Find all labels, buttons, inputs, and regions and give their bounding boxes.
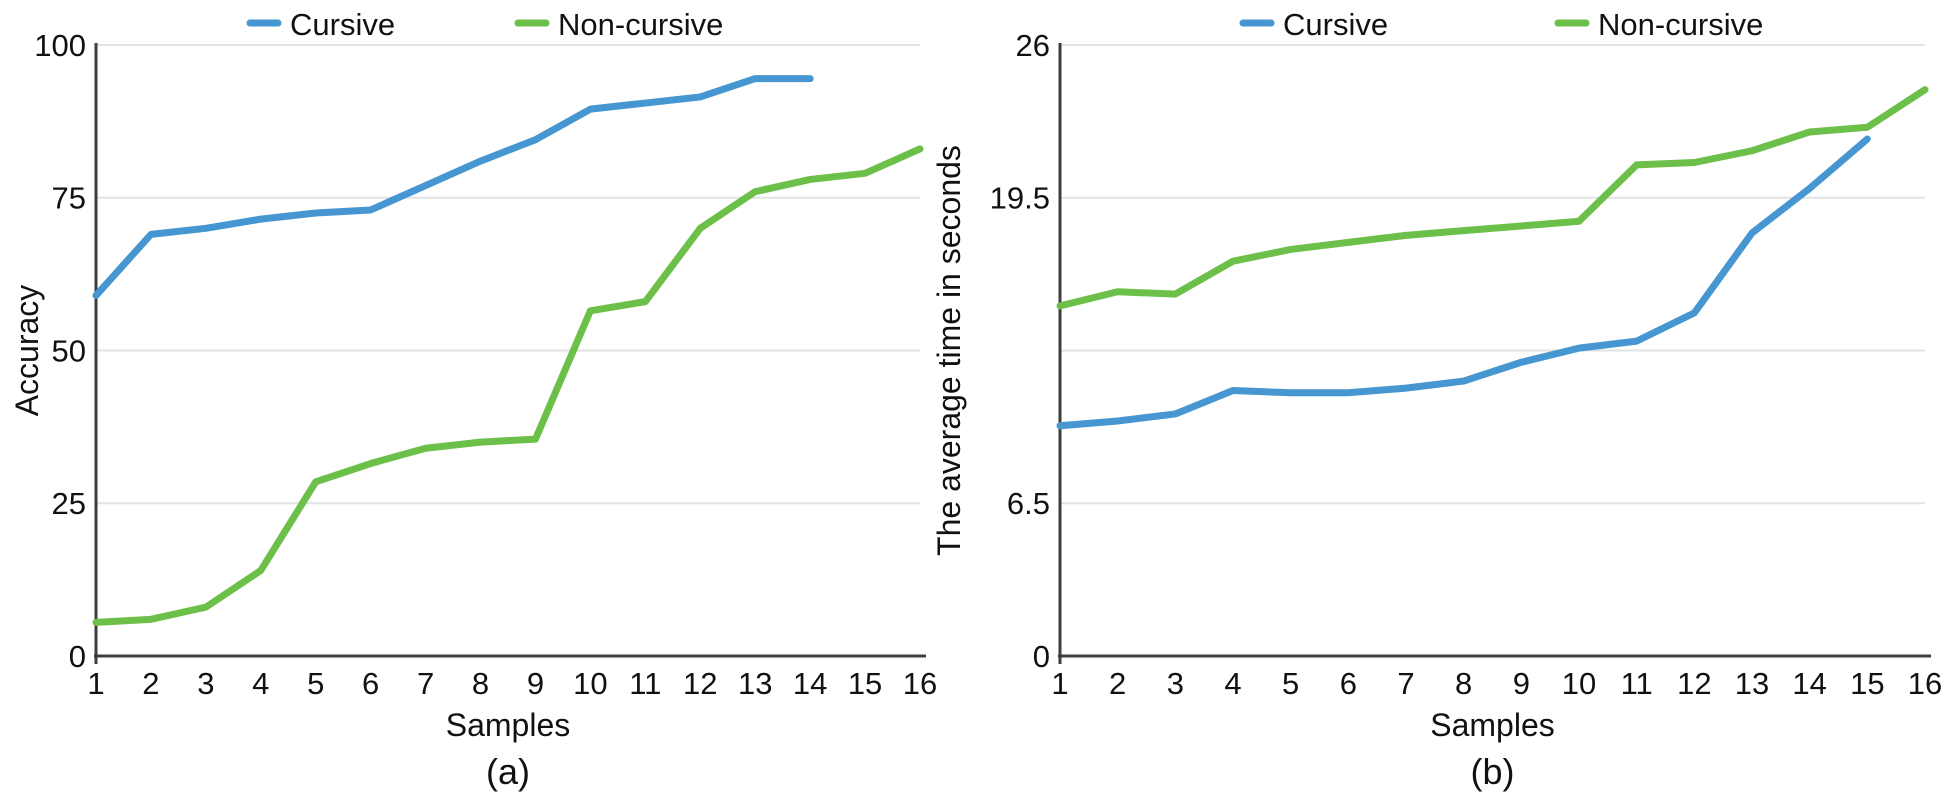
x-tick-label: 1 xyxy=(87,666,104,701)
series-line-non-cursive xyxy=(1056,86,1929,310)
chart-caption: (b) xyxy=(1471,751,1515,792)
legend-label: Non-cursive xyxy=(1598,7,1763,42)
x-tick-label: 9 xyxy=(1513,666,1530,701)
x-tick-label: 3 xyxy=(197,666,214,701)
x-tick-label: 4 xyxy=(252,666,269,701)
series-line-cursive xyxy=(1056,135,1871,430)
x-tick-label: 14 xyxy=(793,666,827,701)
x-axis-title: Samples xyxy=(1430,707,1555,743)
x-tick-label: 5 xyxy=(307,666,324,701)
x-tick-label: 8 xyxy=(1455,666,1472,701)
x-tick-label: 7 xyxy=(417,666,434,701)
x-tick-label: 10 xyxy=(1562,666,1596,701)
x-tick-label: 5 xyxy=(1282,666,1299,701)
legend-label: Cursive xyxy=(1283,7,1388,42)
y-tick-label: 100 xyxy=(34,28,86,63)
x-tick-label: 4 xyxy=(1224,666,1241,701)
chart-caption: (a) xyxy=(486,751,530,792)
x-tick-label: 12 xyxy=(683,666,717,701)
x-tick-label: 2 xyxy=(142,666,159,701)
x-tick-label: 16 xyxy=(903,666,937,701)
x-tick-label: 13 xyxy=(1735,666,1769,701)
x-tick-label: 13 xyxy=(738,666,772,701)
x-tick-label: 15 xyxy=(848,666,882,701)
x-tick-label: 15 xyxy=(1850,666,1884,701)
x-tick-label: 11 xyxy=(629,666,661,701)
x-tick-label: 6 xyxy=(362,666,379,701)
y-tick-label: 26 xyxy=(1016,28,1050,63)
y-tick-label: 6.5 xyxy=(1007,486,1050,521)
y-tick-label: 25 xyxy=(52,486,86,521)
legend-label: Cursive xyxy=(290,7,395,42)
series-line-non-cursive xyxy=(92,145,924,626)
y-axis-title: The average time in seconds xyxy=(931,145,967,556)
y-tick-label: 50 xyxy=(52,333,86,368)
x-tick-label: 11 xyxy=(1621,666,1653,701)
x-tick-label: 7 xyxy=(1397,666,1414,701)
x-tick-label: 8 xyxy=(472,666,489,701)
series-line-cursive xyxy=(92,75,814,300)
y-tick-label: 0 xyxy=(1033,639,1050,674)
x-tick-label: 16 xyxy=(1908,666,1942,701)
x-tick-label: 1 xyxy=(1051,666,1068,701)
x-axis-title: Samples xyxy=(446,707,571,743)
x-tick-label: 12 xyxy=(1677,666,1711,701)
y-axis-title: Accuracy xyxy=(9,285,45,417)
x-tick-label: 2 xyxy=(1109,666,1126,701)
x-tick-label: 9 xyxy=(527,666,544,701)
legend-label: Non-cursive xyxy=(558,7,723,42)
y-tick-label: 75 xyxy=(52,181,86,216)
x-tick-label: 3 xyxy=(1167,666,1184,701)
x-tick-label: 10 xyxy=(573,666,607,701)
y-tick-label: 0 xyxy=(69,639,86,674)
y-tick-label: 19.5 xyxy=(990,181,1050,216)
x-tick-label: 6 xyxy=(1340,666,1357,701)
x-tick-label: 14 xyxy=(1792,666,1826,701)
